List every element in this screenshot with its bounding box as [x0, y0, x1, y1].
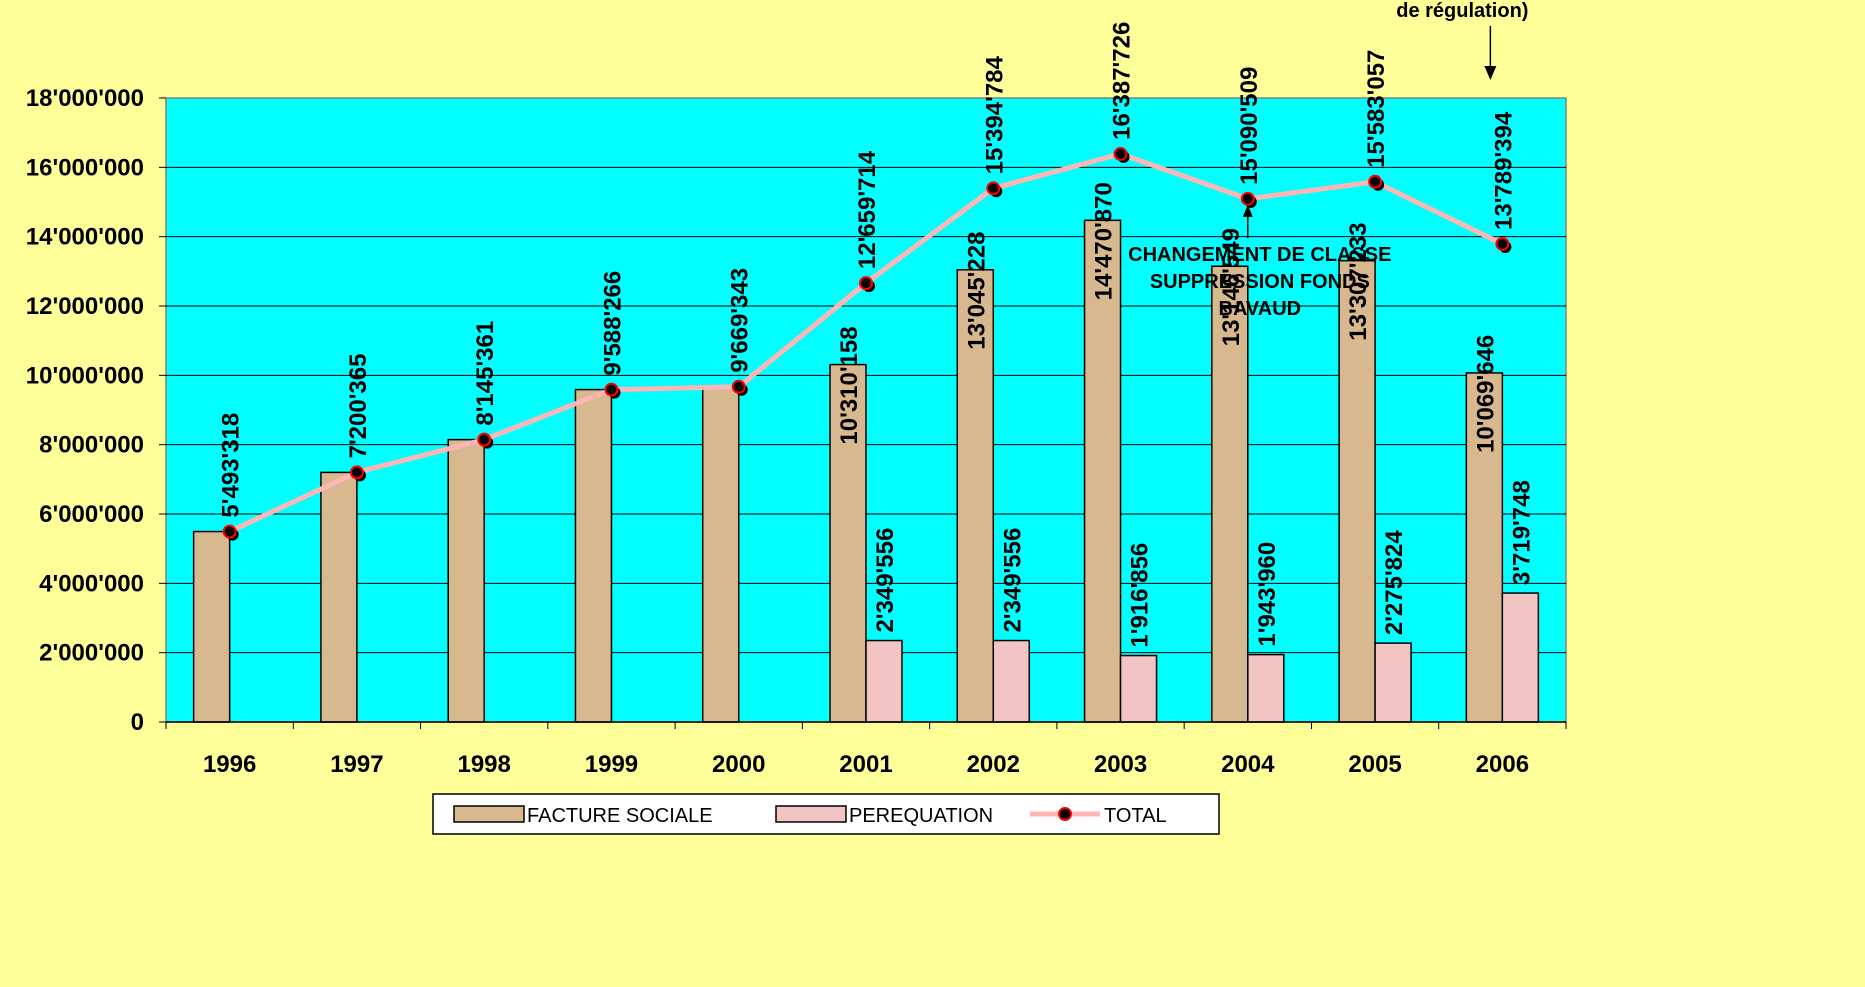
bar-perequation	[992, 639, 1031, 723]
y-tick-label: 0	[131, 709, 144, 736]
data-label-total: 8'145'361	[472, 321, 499, 426]
data-label-perequation: 1'916'856	[1127, 543, 1154, 648]
annotations: CHANGEMENT DE CLASSE SUPPRESSION FONDS BAV…	[1128, 0, 1528, 320]
data-label-facture-sociale: 10'310'158	[836, 326, 863, 444]
x-tick-label: 1998	[457, 751, 510, 778]
legend-label-total: TOTAL	[1104, 805, 1167, 827]
data-label-total: 5'493'318	[218, 413, 245, 518]
data-label-facture-sociale: 13'045'228	[963, 232, 990, 350]
data-label-total: 15'583'057	[1363, 50, 1390, 168]
x-tick-label: 2002	[967, 751, 1020, 778]
y-tick-label: 14'000'000	[26, 224, 144, 251]
bar-facture-sociale	[574, 388, 613, 723]
y-tick-label: 10'000'000	[26, 362, 144, 389]
x-tick-label: 2003	[1094, 751, 1147, 778]
y-tick-label: 2'000'000	[39, 640, 144, 667]
x-tick-label: 1996	[203, 751, 256, 778]
point-total	[859, 276, 873, 291]
data-label-facture-sociale: 10'069'646	[1472, 335, 1499, 453]
legend-label-perequation: PEREQUATION	[849, 805, 993, 827]
x-tick-label: 2001	[839, 751, 892, 778]
x-tick-label: 2000	[712, 751, 765, 778]
x-tick-label: 2006	[1476, 751, 1529, 778]
legend-swatch-facture-sociale	[453, 805, 525, 823]
bar-facture-sociale	[192, 530, 231, 723]
data-label-total: 13'789'394	[1490, 111, 1517, 230]
point-total	[222, 524, 237, 539]
point-total	[604, 382, 619, 397]
data-label-facture-sociale: 14'470'870	[1091, 182, 1118, 300]
x-tick-label: 2004	[1221, 751, 1275, 778]
data-label-facture-sociale: 13'307'233	[1345, 222, 1372, 340]
data-label-perequation: 2'349'556	[999, 528, 1026, 633]
y-tick-label: 12'000'000	[26, 293, 144, 320]
data-label-total: 9'588'266	[599, 271, 626, 376]
y-tick-label: 4'000'000	[39, 570, 144, 597]
bars	[192, 219, 1540, 723]
point-total	[1368, 174, 1383, 189]
bar-facture-sociale	[701, 386, 740, 723]
bar-facture-sociale	[829, 363, 867, 723]
x-tick-label: 1997	[330, 751, 383, 778]
data-label-total: 9'669'343	[727, 268, 754, 373]
y-tick-label: 16'000'000	[26, 154, 144, 181]
annotation-text: de régulation)	[1396, 0, 1528, 22]
bar-facture-sociale	[1465, 372, 1504, 723]
y-axis-ticks: 0 2'000'000 4'000'000 6'000'000 8'000'000 10'…	[26, 85, 166, 736]
data-label-perequation: 2'275'824	[1381, 530, 1408, 636]
bar-perequation	[1247, 653, 1285, 723]
data-label-total: 15'090'509	[1236, 67, 1263, 185]
bar-facture-sociale	[447, 438, 485, 723]
point-total	[986, 181, 1001, 196]
point-total	[1240, 191, 1255, 206]
bar-facture-sociale	[320, 471, 358, 723]
point-total	[477, 432, 492, 447]
data-label-total: 16'387'726	[1109, 22, 1136, 140]
bar-perequation	[1119, 654, 1158, 723]
data-label-facture-sociale: 13'146'549	[1218, 228, 1245, 346]
point-total	[731, 379, 746, 394]
data-label-total: 7'200'365	[345, 354, 372, 459]
annotation-text: BAVAUD	[1219, 298, 1302, 320]
y-tick-label: 6'000'000	[39, 501, 144, 528]
bar-facture-sociale	[1211, 265, 1249, 723]
x-tick-label: 1999	[585, 751, 638, 778]
data-label-perequation: 2'349'556	[872, 528, 899, 633]
legend-swatch-perequation	[775, 805, 847, 823]
point-total	[349, 465, 364, 480]
bar-facture-sociale	[956, 269, 995, 723]
data-label-perequation: 3'719'748	[1508, 480, 1535, 585]
bar-perequation	[1501, 592, 1540, 723]
bar-perequation	[865, 639, 903, 723]
data-label-perequation: 1'943'960	[1254, 542, 1281, 647]
data-labels: 5'493'318 7'200'365 8'145'361 9'588'266 9'66…	[218, 22, 1536, 648]
legend: FACTURE SOCIALE PEREQUATION TOTAL	[432, 793, 1220, 835]
y-tick-label: 18'000'000	[26, 85, 144, 112]
data-label-total: 15'394'784	[981, 55, 1008, 174]
legend-swatch-total-marker	[1058, 807, 1072, 821]
x-tick-label: 2005	[1348, 751, 1401, 778]
annotation-arrow-head	[1484, 66, 1497, 80]
annotation-text: SUPPRESSION FONDS	[1150, 271, 1370, 293]
bar-facture-sociale	[1338, 259, 1376, 723]
point-total	[1113, 146, 1128, 161]
bar-facture-sociale	[1083, 219, 1122, 723]
bar-perequation	[1374, 642, 1412, 723]
point-total	[1495, 236, 1510, 251]
y-tick-label: 8'000'000	[39, 432, 144, 459]
annotation-arrow-head	[1242, 204, 1253, 217]
legend-label-facture-sociale: FACTURE SOCIALE	[527, 805, 713, 827]
annotation-text: CHANGEMENT DE CLASSE	[1128, 244, 1391, 266]
x-axis-ticks: 1996 1997 1998 1999 2000 2001 2002 2003 2004 2005…	[165, 721, 1567, 778]
data-label-total: 12'659'714	[854, 150, 881, 269]
